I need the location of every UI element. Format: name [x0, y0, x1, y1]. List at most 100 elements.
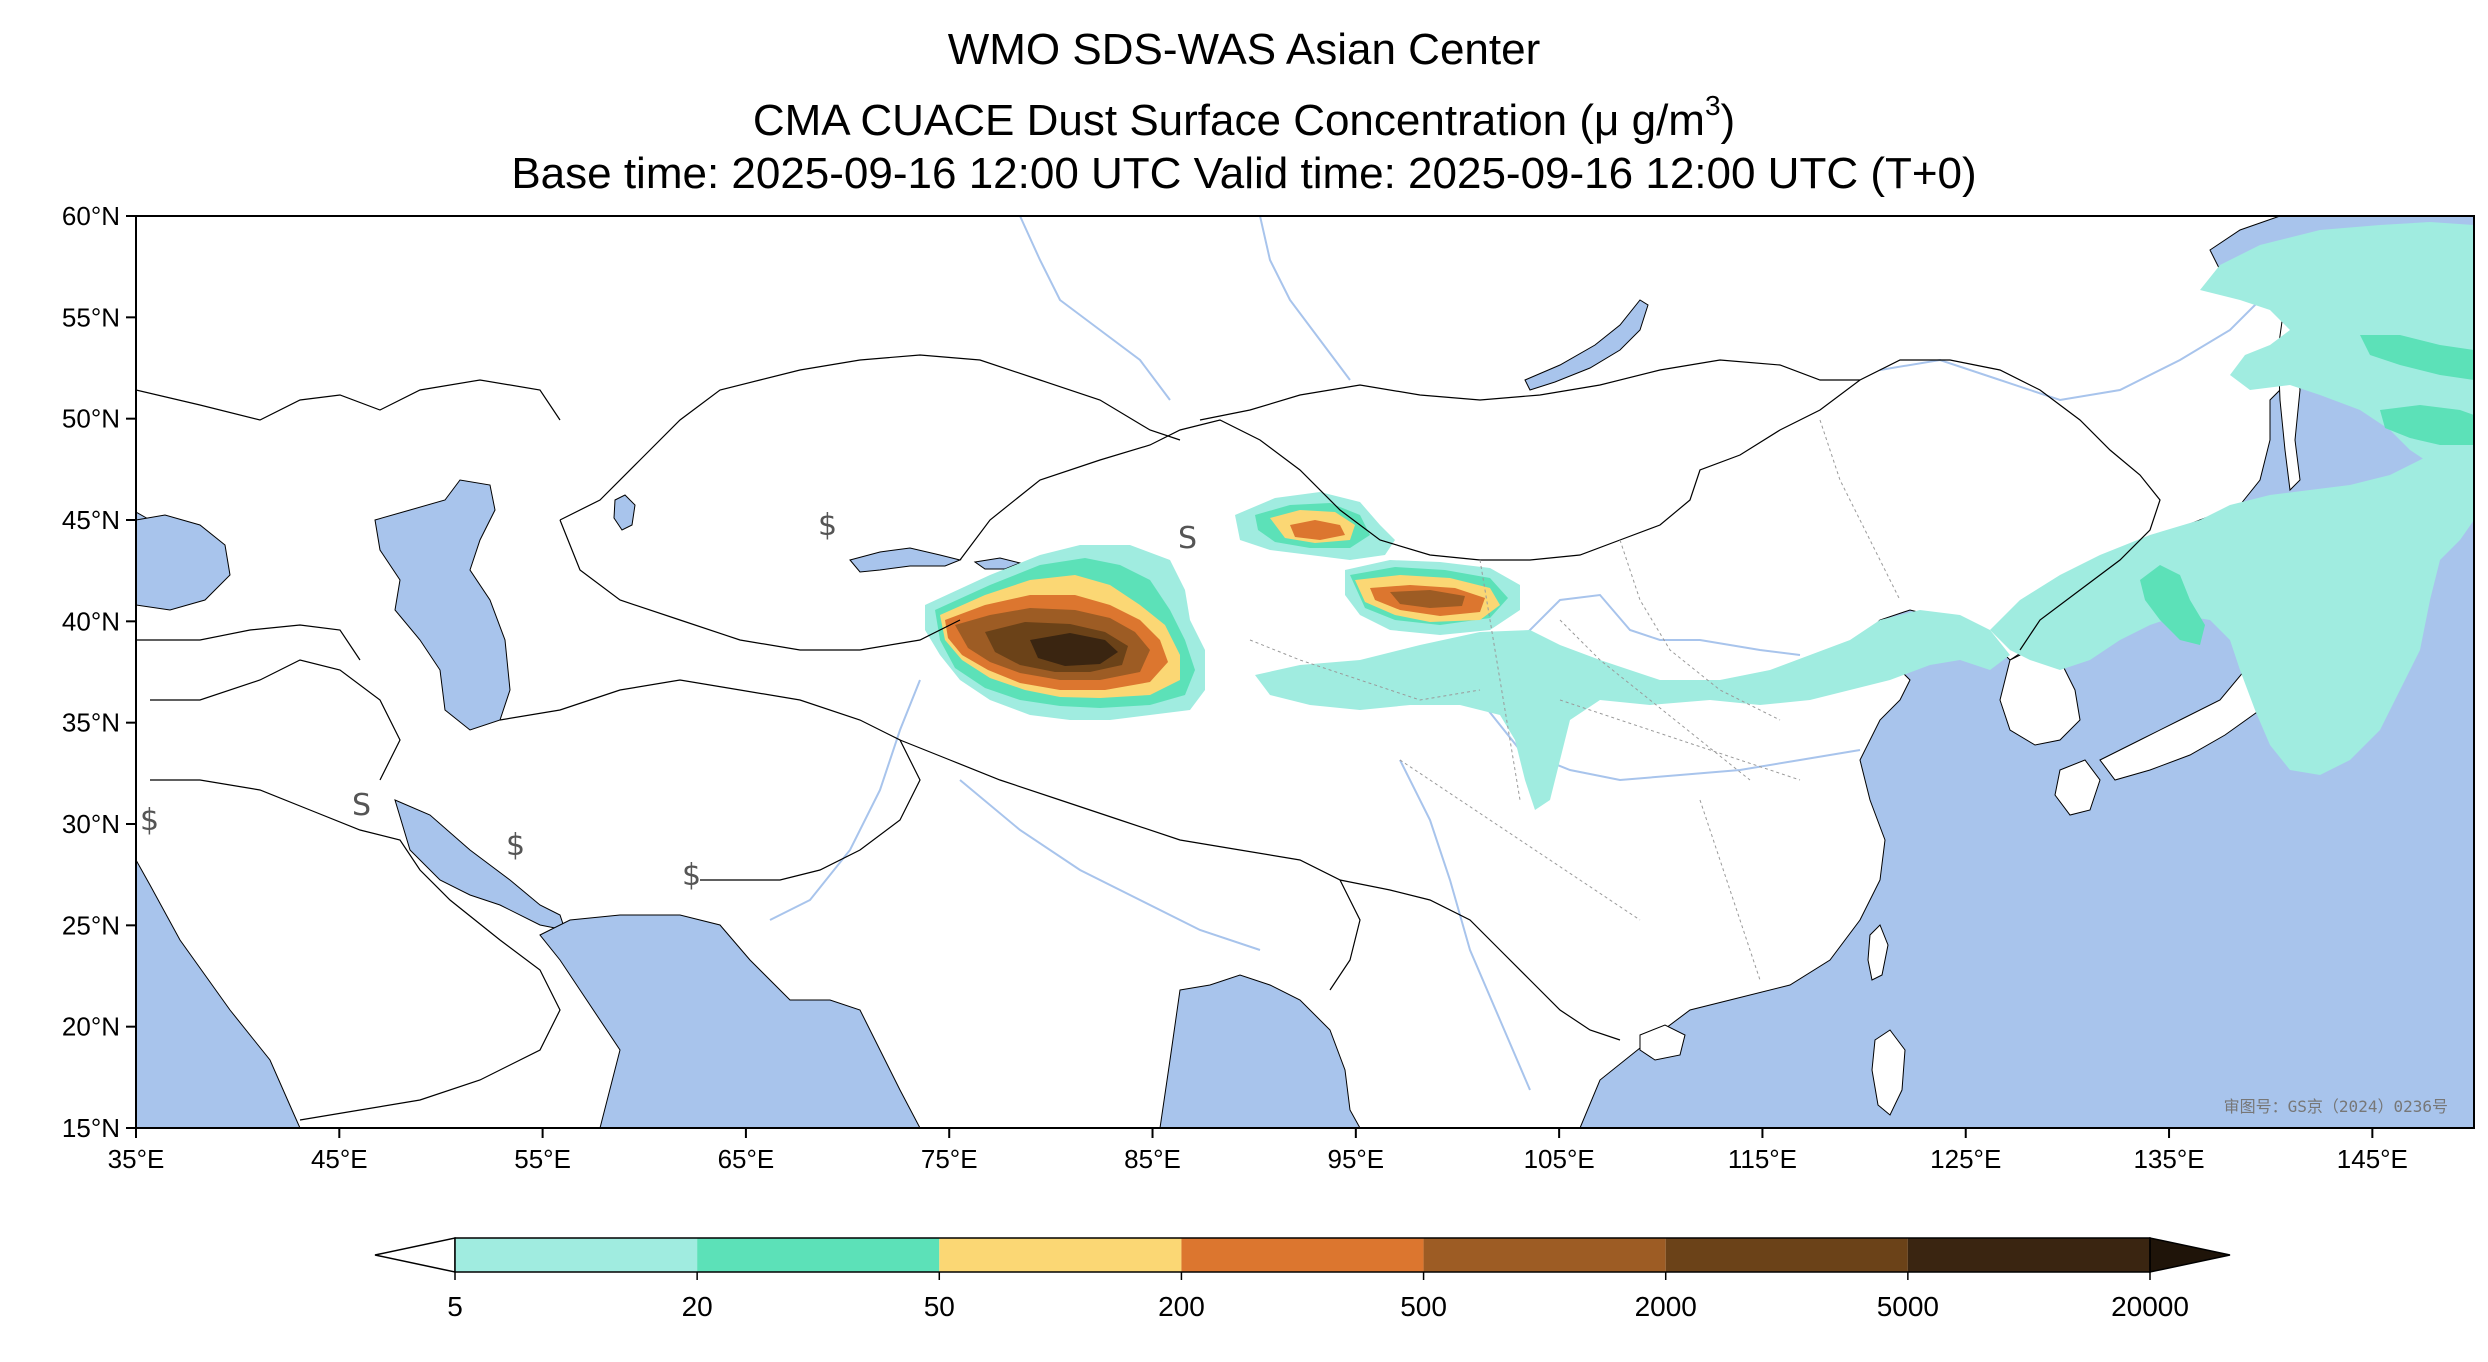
subtitle-unit-exponent: 3: [1704, 90, 1721, 121]
figure-title: WMO SDS-WAS Asian Center: [947, 25, 1541, 74]
river-ganges: [959, 779, 1261, 951]
river-yangtze: [1429, 659, 1861, 782]
y-tick-label: 30°N: [62, 809, 120, 839]
map-symbol: $: [506, 828, 525, 863]
border-russia-south: [136, 379, 561, 421]
taiwan: [1867, 924, 1889, 981]
dust-pacific-20: [2140, 565, 2205, 645]
colorbar: 5 20 50 200 500 2000 5000 20000: [374, 1237, 2231, 1322]
border-mongolia-north: [1199, 359, 1860, 421]
aral-sea: [613, 494, 636, 531]
colorbar-segment: [697, 1238, 940, 1272]
map-symbols: $ S S $ $ $: [140, 508, 1197, 893]
x-tick-label: 105°E: [1524, 1144, 1595, 1174]
dust-okhotsk-20: [2360, 335, 2474, 380]
arabian-sea: [539, 914, 921, 1128]
x-tick-label: 135°E: [2133, 1144, 2204, 1174]
figure-subtitle: CMA CUACE Dust Surface Concentration (μ …: [0, 92, 2488, 143]
caspian-sea: [374, 479, 511, 731]
x-tick-label: 45°E: [311, 1144, 368, 1174]
map-symbol: $: [682, 858, 701, 893]
river-amur: [1879, 299, 2261, 402]
colorbar-segment: [1665, 1238, 1908, 1272]
x-tick-label: 65°E: [718, 1144, 775, 1174]
y-tick-label: 50°N: [62, 404, 120, 434]
map-symbol: S: [1178, 521, 1197, 556]
x-tick-label: 35°E: [108, 1144, 165, 1174]
colorbar-label: 50: [924, 1291, 955, 1322]
colorbar-segment: [455, 1238, 698, 1272]
y-tick-label: 45°N: [62, 505, 120, 535]
lake-baikal: [1524, 299, 1649, 391]
river-yellow: [1479, 593, 1801, 661]
colorbar-label: 2000: [1635, 1291, 1697, 1322]
colorbar-segment: [939, 1238, 1182, 1272]
y-tick-label: 60°N: [62, 201, 120, 231]
y-tick-label: 40°N: [62, 606, 120, 636]
colorbar-segment: [1423, 1238, 1666, 1272]
border-southeast-asia: [1339, 879, 1621, 1041]
subtitle-suffix: ): [1720, 96, 1736, 145]
border-central-asia: [559, 519, 961, 651]
map-content: $ S S $ $ $: [136, 216, 2474, 1128]
province-border-2: [1479, 559, 1521, 801]
y-tick-label: 15°N: [62, 1113, 120, 1143]
colorbar-label: 500: [1400, 1291, 1447, 1322]
dust-alxa-500: [1390, 590, 1465, 608]
y-axis-ticks: 60°N 55°N 50°N 45°N 40°N 35°N 30°N 25°N 20°N 15°N: [62, 201, 136, 1143]
x-axis-ticks: 35°E 45°E 55°E 65°E 75°E 85°E 95°E 105°E 115°E 12…: [108, 1128, 2408, 1174]
philippines-luzon: [1871, 1029, 1906, 1116]
approval-number: 审图号：GS京（2024）0236号: [2224, 1097, 2448, 1116]
province-border-5: [1399, 759, 1641, 921]
colorbar-label: 5000: [1877, 1291, 1939, 1322]
colorbar-label: 20: [682, 1291, 713, 1322]
map-symbol: $: [140, 803, 159, 838]
x-tick-label: 115°E: [1728, 1144, 1797, 1174]
y-tick-label: 35°N: [62, 708, 120, 738]
dust-pacific-5: [1990, 445, 2474, 775]
province-border-layer: [1249, 419, 1901, 981]
x-tick-label: 75°E: [921, 1144, 978, 1174]
province-border-8: [1559, 699, 1801, 781]
colorbar-label: 5: [447, 1291, 463, 1322]
x-tick-label: 145°E: [2337, 1144, 2408, 1174]
colorbar-frame: [454, 1237, 2151, 1273]
x-tick-label: 55°E: [514, 1144, 571, 1174]
river-ob: [1019, 216, 1171, 401]
colorbar-under-arrow: [374, 1237, 456, 1273]
province-border-4: [1619, 539, 1781, 721]
province-border-1: [1249, 639, 1481, 701]
y-tick-label: 55°N: [62, 302, 120, 332]
y-tick-label: 25°N: [62, 910, 120, 940]
dust-okhotsk-20b: [2380, 405, 2474, 445]
map-frame: [135, 215, 2475, 1129]
map-symbol: S: [352, 788, 371, 823]
dust-tarim-5000: [1030, 633, 1118, 666]
subtitle-unit: μ g/m: [1594, 96, 1705, 145]
border-arabia: [150, 779, 561, 1121]
map-symbol: $: [818, 508, 837, 543]
colorbar-over-arrow: [2149, 1237, 2231, 1273]
colorbar-segment: [1181, 1238, 1424, 1272]
x-tick-label: 125°E: [1930, 1144, 2001, 1174]
dust-china-band-5: [1255, 610, 2010, 810]
river-yenisei: [1259, 216, 1351, 381]
country-border-layer: [136, 354, 2161, 1121]
x-tick-label: 85°E: [1124, 1144, 1181, 1174]
hainan: [1639, 1024, 1686, 1061]
border-china-north: [959, 359, 2161, 651]
bay-of-bengal: [1159, 974, 1361, 1128]
border-iraq-syria: [150, 659, 401, 781]
y-tick-label: 20°N: [62, 1012, 120, 1042]
border-kazakhstan: [559, 354, 1181, 521]
river-indus: [769, 679, 921, 921]
lake-balkhash: [849, 547, 962, 573]
province-border-3: [1559, 619, 1751, 781]
figure-time-info: Base time: 2025-09-16 12:00 UTC Valid ti…: [511, 149, 1977, 198]
subtitle-prefix: CMA CUACE Dust Surface Concentration (: [752, 96, 1595, 145]
province-border-6: [1699, 799, 1761, 981]
kyushu: [2054, 759, 2101, 816]
colorbar-label: 200: [1158, 1291, 1205, 1322]
border-india: [899, 739, 1361, 991]
